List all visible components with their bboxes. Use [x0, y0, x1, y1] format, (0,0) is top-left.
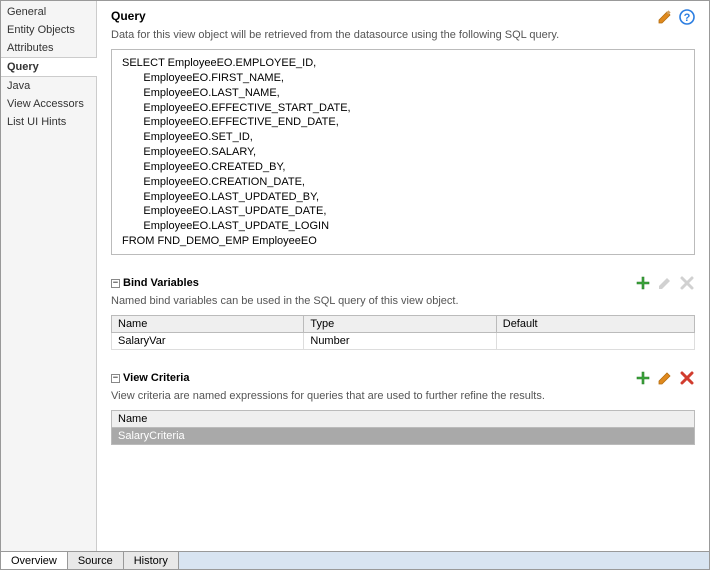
query-description: Data for this view object will be retrie…	[111, 29, 695, 41]
bind-variables-title: Bind Variables	[123, 277, 199, 289]
sidebar-item-query[interactable]: Query	[1, 57, 97, 77]
edit-query-icon[interactable]	[657, 9, 673, 25]
sidebar-item-java[interactable]: Java	[1, 77, 96, 95]
cell-default	[496, 333, 694, 350]
add-view-criteria-icon[interactable]	[635, 370, 651, 386]
sidebar: General Entity Objects Attributes Query …	[1, 1, 97, 552]
collapse-view-criteria-icon[interactable]: −	[111, 374, 120, 383]
tab-overview[interactable]: Overview	[1, 552, 68, 569]
sidebar-item-entity-objects[interactable]: Entity Objects	[1, 21, 96, 39]
view-criteria-description: View criteria are named expressions for …	[111, 390, 695, 402]
cell-name: SalaryVar	[112, 333, 304, 350]
bottom-tabs: Overview Source History	[1, 551, 709, 569]
view-criteria-title: View Criteria	[123, 372, 189, 384]
sidebar-item-attributes[interactable]: Attributes	[1, 39, 96, 57]
edit-bind-variable-icon	[657, 275, 673, 291]
svg-text:?: ?	[684, 12, 691, 24]
page-title: Query	[111, 9, 146, 23]
col-default[interactable]: Default	[496, 316, 694, 333]
collapse-bind-variables-icon[interactable]: −	[111, 279, 120, 288]
content-panel: Query ? Data for this view object will b…	[97, 1, 709, 552]
bind-variables-table: Name Type Default SalaryVar Number	[111, 315, 695, 350]
bind-variables-description: Named bind variables can be used in the …	[111, 295, 695, 307]
bind-variables-section: − Bind Variables Named bind variables ca…	[111, 275, 695, 350]
tab-history[interactable]: History	[124, 552, 179, 569]
edit-view-criteria-icon[interactable]	[657, 370, 673, 386]
help-icon[interactable]: ?	[679, 9, 695, 25]
criteria-col-name[interactable]: Name	[112, 411, 694, 428]
col-type[interactable]: Type	[304, 316, 496, 333]
sidebar-item-view-accessors[interactable]: View Accessors	[1, 95, 96, 113]
view-criteria-section: − View Criteria View criteria are named …	[111, 370, 695, 445]
delete-view-criteria-icon[interactable]	[679, 370, 695, 386]
delete-bind-variable-icon	[679, 275, 695, 291]
sidebar-item-list-ui-hints[interactable]: List UI Hints	[1, 113, 96, 131]
add-bind-variable-icon[interactable]	[635, 275, 651, 291]
list-item[interactable]: SalaryCriteria	[112, 428, 694, 444]
view-criteria-list: Name SalaryCriteria	[111, 410, 695, 445]
table-header-row: Name Type Default	[112, 316, 695, 333]
table-row[interactable]: SalaryVar Number	[112, 333, 695, 350]
tab-source[interactable]: Source	[68, 552, 124, 569]
sql-query-box[interactable]: SELECT EmployeeEO.EMPLOYEE_ID, EmployeeE…	[111, 49, 695, 255]
sidebar-item-general[interactable]: General	[1, 3, 96, 21]
col-name[interactable]: Name	[112, 316, 304, 333]
cell-type: Number	[304, 333, 496, 350]
